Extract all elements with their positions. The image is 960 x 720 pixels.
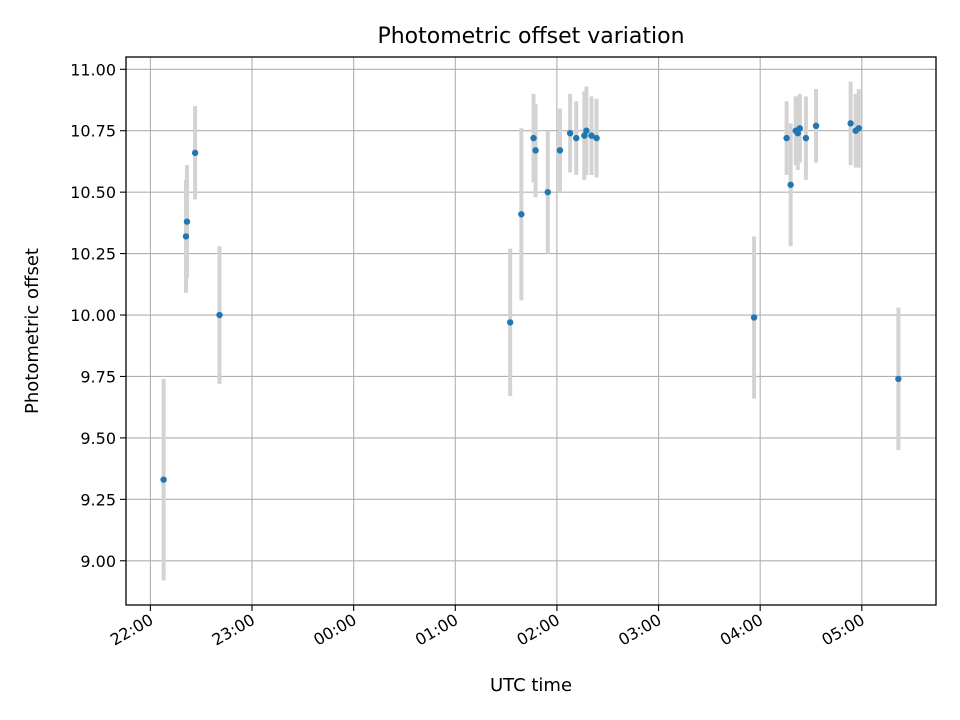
- x-axis-label: UTC time: [490, 675, 572, 696]
- y-tick-label: 10.25: [70, 245, 116, 264]
- plot-frame: [125, 56, 937, 606]
- data-point: [847, 120, 854, 127]
- y-tick-label: 11.00: [70, 60, 116, 79]
- y-tick-label: 10.50: [70, 183, 116, 202]
- data-point: [783, 134, 790, 142]
- data-point: [544, 188, 551, 196]
- data-point: [216, 311, 223, 319]
- y-tick-label: 9.00: [80, 552, 116, 571]
- grid: [126, 57, 936, 605]
- y-tick-label: 10.00: [70, 306, 116, 325]
- y-axis-label: Photometric offset: [22, 248, 43, 414]
- data-point: [518, 211, 525, 218]
- data-point: [182, 233, 190, 240]
- data-point: [750, 314, 758, 321]
- y-tick-label: 9.50: [80, 429, 116, 448]
- data-point: [573, 134, 580, 142]
- data-point: [593, 134, 600, 142]
- data-point: [812, 122, 820, 130]
- data-point: [183, 218, 191, 225]
- chart-title: Photometric offset variation: [377, 24, 684, 49]
- data-point: [556, 147, 564, 154]
- data-point: [566, 129, 574, 137]
- data-point: [191, 149, 199, 157]
- data-point: [796, 125, 804, 132]
- data-point: [581, 132, 588, 139]
- data-point: [160, 476, 167, 483]
- data-point: [583, 127, 590, 134]
- y-tick-label: 9.25: [80, 490, 116, 509]
- data-point: [588, 132, 595, 139]
- y-tick-label: 9.75: [80, 367, 116, 386]
- data-point: [895, 375, 902, 383]
- y-axis-ticks: 9.00 9.25 9.50 9.75 10.00 10.25 10.50 10.75 11.0…: [70, 60, 126, 571]
- data-points: [160, 120, 902, 483]
- data-point: [532, 147, 539, 154]
- y-tick-label: 10.75: [70, 122, 116, 141]
- data-point: [787, 181, 794, 188]
- data-point: [855, 125, 862, 132]
- data-point: [802, 134, 810, 142]
- data-point: [506, 319, 514, 326]
- data-point: [794, 129, 801, 137]
- data-point: [530, 134, 537, 142]
